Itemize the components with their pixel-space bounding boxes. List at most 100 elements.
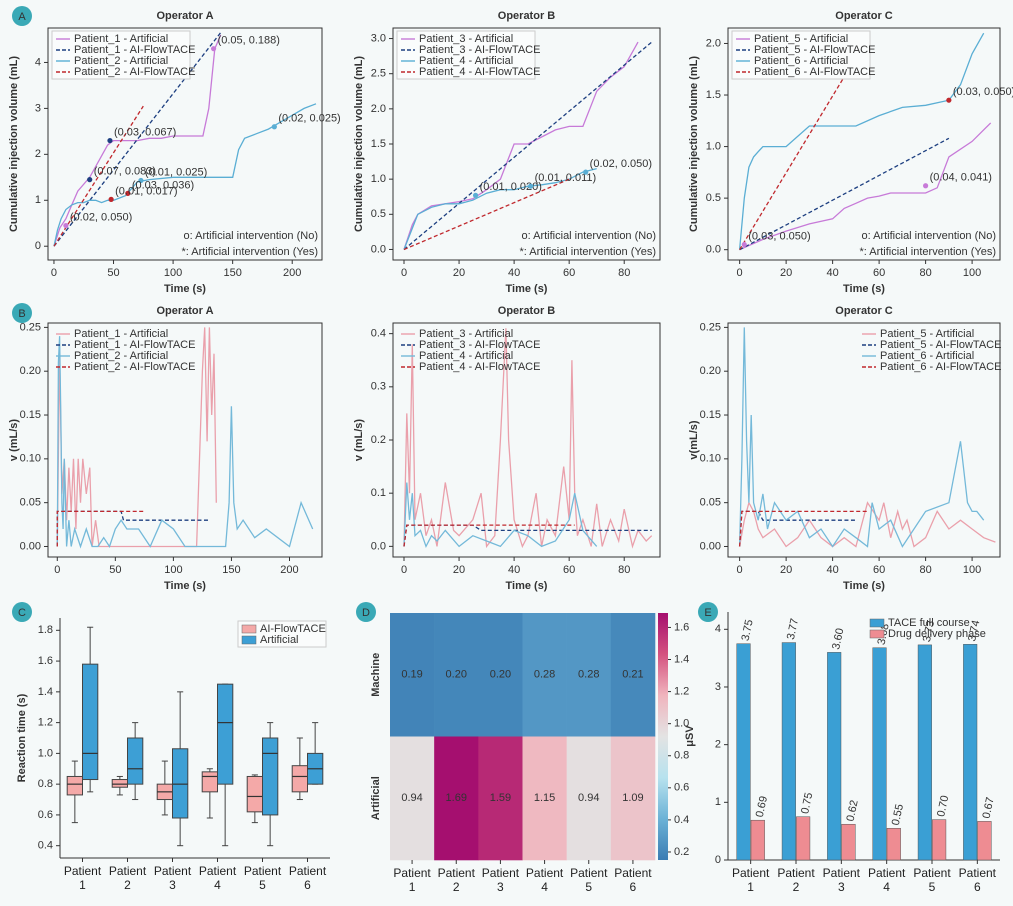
y-tick-label: 2.0: [371, 103, 386, 115]
bar: [886, 828, 901, 861]
chart-title: Operator C: [835, 10, 893, 22]
panel-badge: [356, 602, 376, 622]
y-tick-label: 0.1: [371, 487, 386, 499]
annotation-point: [583, 169, 589, 175]
x-tick-label: 80: [919, 564, 931, 576]
legend-label: Patient_1 - AI-FlowTACE: [74, 339, 195, 351]
x-tick-label: Patient 2: [108, 864, 147, 892]
y-tick-label: 0.0: [371, 540, 386, 552]
series-line: [56, 336, 314, 549]
legend-label: Patient_3 - AI-FlowTACE: [419, 44, 540, 56]
x-tick-label: 20: [453, 564, 465, 576]
x-tick-label: Patient 3: [822, 866, 860, 894]
series-line: [739, 122, 992, 251]
colorbar-tick-label: 1.2: [674, 685, 689, 697]
heatmap-cell: [522, 736, 567, 861]
y-axis-label: v (mL/s): [8, 419, 20, 462]
legend-label: Drug delivery phase: [888, 628, 986, 640]
annotation-point: [87, 177, 93, 183]
y-tick-label: 0.25: [20, 321, 41, 333]
y-tick-label: 0.2: [371, 434, 386, 446]
box: [66, 775, 83, 796]
annotation-point: [946, 97, 952, 103]
x-tick-label: 100: [963, 564, 981, 576]
x-tick-label-box: Patient 1: [64, 864, 101, 892]
x-tick-label: 100: [164, 267, 182, 279]
legend-swatch: [869, 629, 885, 639]
y-tick-label: 0.0: [371, 243, 386, 255]
value-label: 0.55: [890, 803, 906, 826]
bar: [932, 819, 947, 861]
value-label: 0.75: [799, 792, 815, 815]
heatmap-cell: [566, 613, 612, 737]
heatmap-cell: [566, 736, 612, 861]
y-tick-label: 0.8: [38, 778, 53, 790]
chart-title: Operator C: [835, 305, 893, 317]
y-tick-label: 3: [35, 102, 41, 114]
annotation: (0.01, 0.025): [145, 166, 207, 178]
y-tick-label: 1: [35, 194, 41, 206]
x-tick-label-box: Patient 6: [614, 866, 651, 894]
x-tick-label: Patient 2: [437, 866, 475, 894]
y-tick-label: 3: [715, 681, 721, 693]
colorbar-tick-label: 1.0: [674, 718, 689, 730]
cell-label: 1.59: [490, 792, 511, 804]
bar: [750, 819, 765, 861]
y-tick-label: 4: [715, 623, 721, 635]
series-line: [403, 41, 639, 250]
legend-label: Patient_4 - AI-FlowTACE: [419, 66, 540, 78]
panel-badge: [12, 6, 32, 26]
y-tick-label: 1.5: [371, 138, 386, 150]
cell-label: 1.69: [446, 792, 467, 804]
x-tick-label-box: Patient 2: [777, 866, 814, 894]
colorbar-tick-label: 0.8: [674, 750, 689, 762]
bar: [736, 643, 751, 861]
panel-badge: [12, 602, 32, 622]
x-tick-label: 60: [873, 267, 885, 279]
plot-frame: [47, 27, 323, 261]
x-tick-label: 60: [873, 564, 885, 576]
panel-label: C: [18, 607, 26, 619]
cell-label: 0.94: [578, 792, 599, 804]
box: [172, 748, 189, 819]
annotation: (0.02, 0.025): [278, 113, 340, 125]
series-line: [403, 524, 575, 547]
x-axis-label: Time (s): [164, 580, 206, 592]
x-tick-label: 40: [508, 564, 520, 576]
x-tick-label: 100: [164, 564, 182, 576]
series-line: [403, 178, 570, 251]
bar: [781, 642, 796, 861]
x-tick-label: Patient 5: [243, 864, 282, 892]
legend-label: Patient_1 - AI-FlowTACE: [74, 44, 195, 56]
annotation-point: [107, 137, 113, 144]
x-tick-label-box: Patient 4: [199, 864, 236, 892]
cell-label: 0.20: [490, 669, 511, 681]
note: o: Artificial intervention (No): [184, 230, 319, 242]
legend-label: Patient_2 - AI-FlowTACE: [74, 66, 195, 78]
y-tick-label: 1.0: [371, 173, 386, 185]
panel-badge: [12, 303, 32, 323]
annotation: (0.03, 0.050): [748, 230, 810, 242]
chart-title: Operator A: [156, 10, 213, 22]
colorbar-tick-label: 0.4: [674, 814, 689, 826]
y-tick-label: 0.5: [706, 192, 721, 204]
y-axis-label: Cumulative injection volume (mL): [353, 56, 365, 232]
annotation: (0.07, 0.083): [94, 166, 156, 178]
box: [246, 775, 263, 813]
bar: [841, 823, 856, 861]
x-axis-label: Time (s): [506, 580, 548, 592]
annotation-point: [138, 177, 144, 184]
x-axis-label: Time (s): [506, 283, 548, 295]
box: [111, 779, 128, 788]
cell-label: 0.28: [534, 669, 555, 681]
series-line: [56, 510, 145, 547]
note: *: Artificial intervention (Yes): [181, 246, 318, 258]
box: [82, 663, 99, 781]
x-axis-label: Time (s): [164, 283, 206, 295]
y-tick-label: 0.05: [700, 497, 721, 509]
plot-frame: [47, 322, 323, 558]
colorbar-tick-label: 1.6: [674, 621, 689, 633]
plot-frame: [727, 322, 1001, 558]
legend-label: Patient_4 - AI-FlowTACE: [419, 361, 540, 373]
x-tick-label: Patient 3: [153, 864, 192, 892]
